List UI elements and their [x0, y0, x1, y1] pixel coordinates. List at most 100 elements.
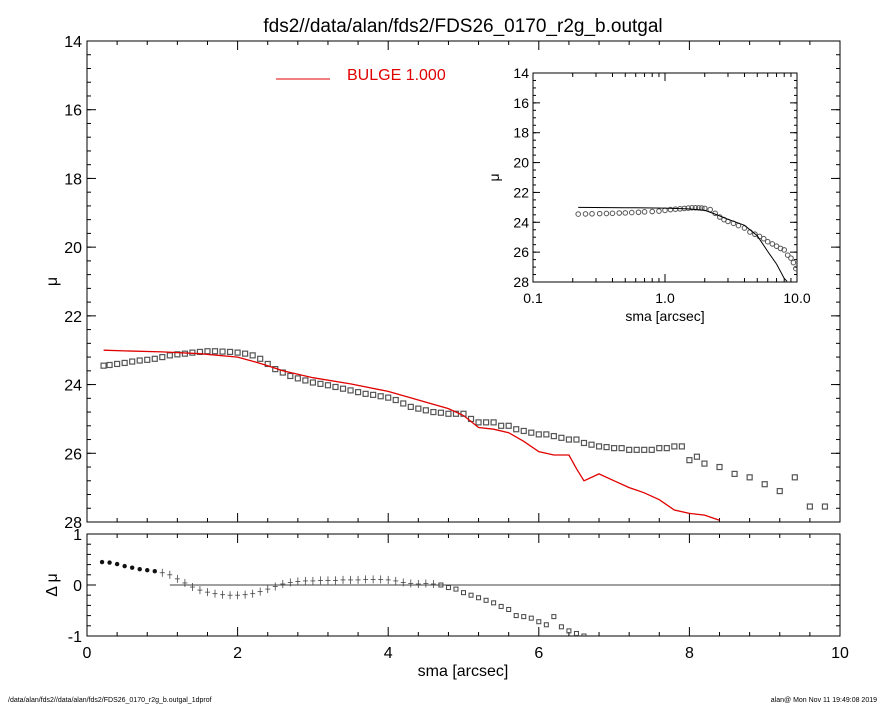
data-point [490, 419, 497, 426]
data-point [776, 487, 783, 495]
inset-data-point [609, 210, 616, 217]
data-point [415, 405, 422, 412]
data-point [385, 394, 392, 401]
data-point [400, 400, 407, 407]
x-tick-label: 10 [831, 645, 849, 662]
data-point [129, 358, 136, 365]
data-point [287, 372, 294, 380]
residual-point [498, 603, 504, 609]
legend-label: BULGE 1.000 [347, 67, 446, 84]
residual-point [114, 561, 120, 567]
inset-panel: 14 16 18 20 22 24 26 280.1 1.0 10.0 sma [arcsec] μ [486, 65, 811, 324]
data-point [332, 383, 339, 391]
footer-path: /data/alan/fds2//data/alan/fds2/FDS26_01… [8, 697, 212, 704]
data-point [159, 353, 166, 361]
inset-y-tick-label: 22 [513, 184, 529, 200]
data-point [121, 359, 128, 367]
y-tick-label: 26 [64, 446, 82, 463]
data-point [324, 382, 332, 389]
residual-point [491, 600, 497, 606]
data-point [354, 389, 362, 396]
data-point [279, 369, 286, 376]
residual-data-layer [99, 559, 616, 643]
y-axis-label: μ [44, 277, 61, 286]
data-point [196, 348, 204, 356]
data-point [626, 446, 633, 453]
x-tick-label: 6 [534, 645, 543, 662]
residual-point [152, 569, 157, 574]
data-point [641, 446, 648, 453]
data-point [806, 503, 813, 510]
residual-y-tick-label: -1 [68, 629, 82, 646]
y-tick-label: 18 [64, 171, 82, 188]
residual-point [536, 619, 542, 625]
residual-point [513, 613, 519, 619]
data-point [498, 422, 505, 429]
data-point [204, 348, 211, 355]
inset-data-point [764, 238, 771, 245]
data-point [106, 361, 113, 369]
inset-data-point [616, 210, 623, 216]
inset-data-point [760, 235, 767, 242]
data-point [678, 443, 685, 450]
data-point [302, 377, 309, 384]
residual-point [566, 628, 572, 634]
data-point [339, 385, 347, 392]
data-point [437, 409, 445, 416]
residual-y-axis-label: Δ μ [44, 573, 61, 596]
residual-point [612, 639, 616, 643]
inset-x-tick-label: 0.1 [523, 290, 543, 306]
residual-point [137, 566, 142, 572]
data-point [716, 463, 723, 471]
data-point [430, 408, 437, 416]
residual-point [122, 563, 127, 569]
data-point [219, 348, 226, 355]
data-point [701, 460, 708, 467]
data-point [166, 352, 173, 359]
residual-point [438, 582, 444, 588]
residual-point [461, 590, 466, 596]
inset-data-point [628, 209, 635, 216]
data-point [482, 419, 490, 426]
inset-y-tick-label: 26 [513, 244, 529, 260]
inset-data-point [641, 209, 648, 215]
data-point [100, 362, 107, 369]
data-point [731, 470, 738, 477]
data-point [573, 436, 580, 443]
data-point [257, 355, 264, 362]
inset-data-point [635, 209, 642, 216]
data-point [151, 355, 158, 362]
data-point [603, 444, 610, 451]
residual-point [551, 614, 557, 620]
inset-data-point [689, 205, 695, 211]
residual-point [581, 633, 587, 636]
y-tick-label: 22 [64, 309, 82, 326]
data-point [821, 503, 829, 510]
residual-point [445, 585, 451, 591]
inset-y-tick-label: 24 [513, 214, 529, 230]
data-point [407, 403, 414, 411]
data-point [211, 348, 219, 355]
footer-stamp: alan@ Mon Nov 11 19:49:08 2019 [770, 697, 877, 704]
data-point [249, 352, 256, 359]
data-point [392, 396, 399, 404]
y-tick-label: 24 [64, 378, 82, 395]
main-plot-frame [86, 40, 841, 523]
data-point [565, 436, 573, 443]
data-point [422, 407, 429, 414]
main-data-layer [100, 348, 829, 521]
residual-point [573, 630, 579, 636]
inset-data-point [784, 252, 791, 258]
inset-x-axis-label: sma [arcsec] [625, 308, 704, 324]
data-point [136, 357, 143, 364]
data-point [663, 445, 670, 452]
chart-title: fds2//data/alan/fds2/FDS26_0170_r2g_b.ou… [263, 16, 662, 37]
inset-data-point [781, 247, 788, 253]
data-point [370, 391, 377, 398]
data-point [226, 348, 234, 356]
residual-y-tick-label: 1 [73, 527, 82, 544]
data-point [513, 426, 520, 433]
data-point [234, 349, 241, 356]
